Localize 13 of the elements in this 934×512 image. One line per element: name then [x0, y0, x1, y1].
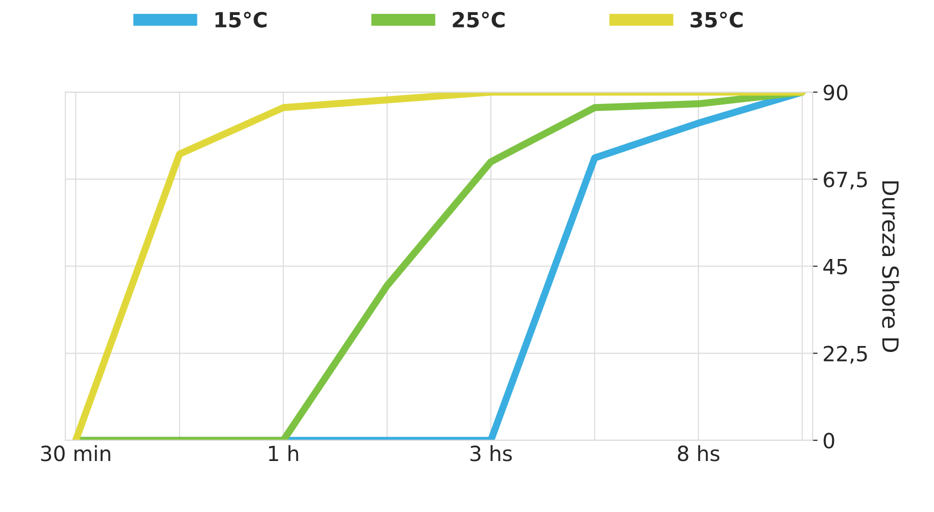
y-tick-label: 45: [823, 258, 847, 274]
y-tick-label: 0: [824, 432, 834, 449]
x-tick-label: 1 h: [269, 445, 298, 462]
y-tick-label: 67,5: [824, 172, 867, 190]
x-tick-label: 3 hs: [470, 445, 512, 462]
x-tick-label: 30 min: [41, 445, 110, 462]
legend-label: 35°C: [690, 12, 743, 28]
y-tick-label: 22,5: [824, 346, 867, 364]
y-tick-label: 90: [824, 84, 848, 100]
x-tick-label: 8 hs: [678, 445, 720, 462]
legend-label: 25°C: [452, 12, 505, 28]
legend-label: 15°C: [216, 12, 267, 28]
y-axis-title: Dureza Shore D: [882, 181, 900, 352]
